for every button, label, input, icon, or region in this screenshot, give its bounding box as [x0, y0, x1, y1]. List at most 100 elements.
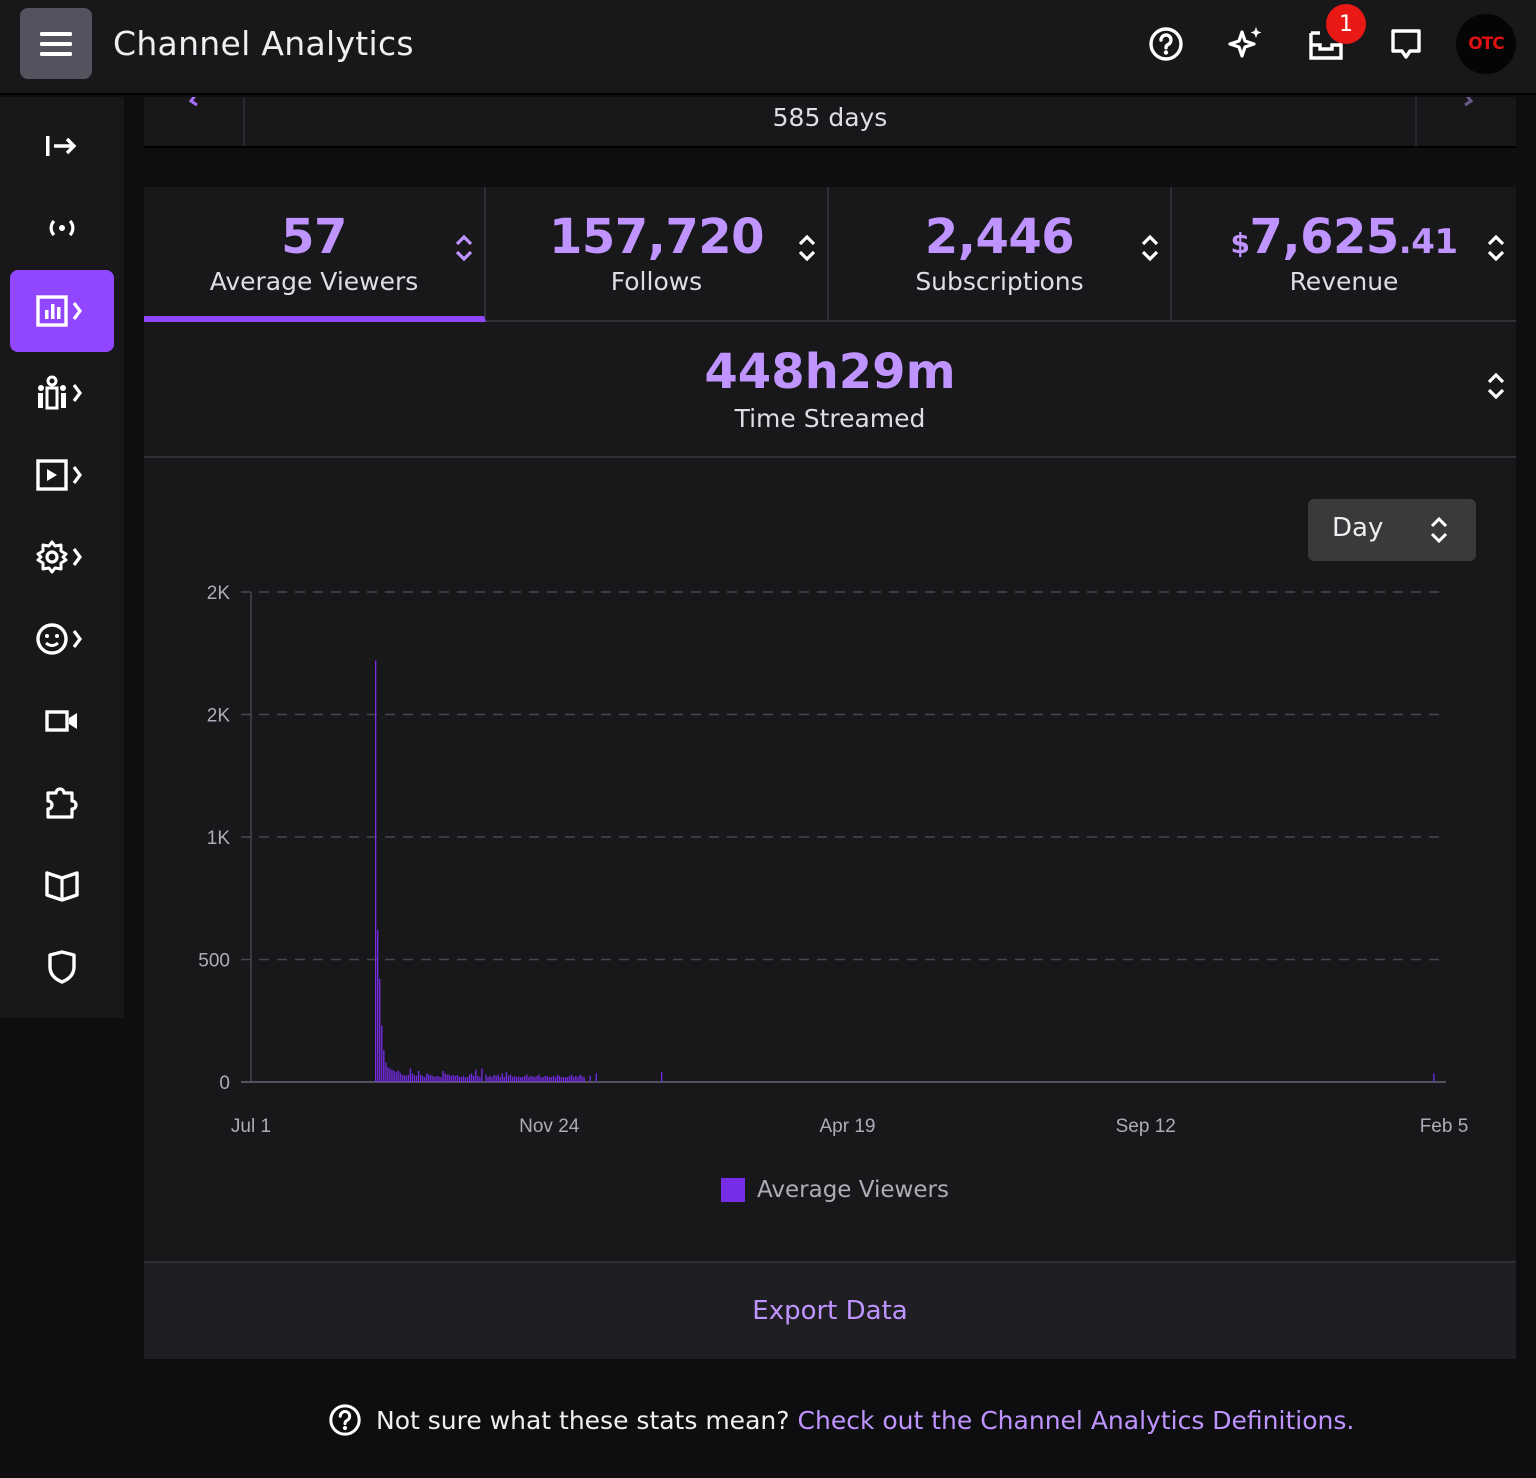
whispers-button[interactable] — [1386, 24, 1426, 64]
chart-bar — [571, 1074, 573, 1082]
date-range-days: 585 days — [772, 103, 888, 132]
help-icon — [329, 1404, 361, 1436]
x-tick-label: Jul 1 — [231, 1116, 271, 1137]
chart-bar — [577, 1077, 579, 1082]
tab-time-streamed[interactable]: 448h29m Time Streamed — [144, 322, 1516, 458]
sidebar-item-community[interactable] — [10, 352, 114, 434]
user-avatar[interactable]: OTC — [1456, 14, 1516, 74]
chevron-left-icon — [188, 97, 198, 107]
chart-bar — [520, 1077, 522, 1082]
sidebar-item-content[interactable] — [10, 434, 114, 516]
chart-bar — [436, 1075, 438, 1082]
next-range-button[interactable] — [1415, 97, 1516, 146]
x-tick-label: Sep 12 — [1116, 1116, 1176, 1137]
top-bar: Channel Analytics 1 OTC — [0, 0, 1536, 95]
sort-icon — [455, 234, 473, 262]
hamburger-menu-button[interactable] — [20, 8, 92, 79]
chart-bar — [573, 1077, 575, 1082]
chart-bar — [452, 1074, 454, 1082]
sort-icon — [1141, 234, 1159, 262]
chart-bar — [379, 979, 381, 1082]
sidebar-item-creator-camp[interactable] — [10, 844, 114, 926]
sparkle-button[interactable] — [1225, 24, 1265, 64]
y-tick-label: 1K — [207, 828, 231, 849]
chart-bar — [466, 1077, 469, 1082]
sidebar-item-settings[interactable] — [10, 516, 114, 598]
chart-bar — [438, 1076, 440, 1082]
sidebar-item-extensions[interactable] — [10, 762, 114, 844]
legend-label: Average Viewers — [757, 1177, 949, 1203]
chart-bar — [471, 1073, 473, 1082]
smiley-face-icon — [36, 623, 82, 655]
y-tick-label: 0 — [219, 1073, 230, 1094]
community-icon — [38, 375, 82, 410]
sort-icon — [1487, 234, 1505, 262]
chart-bar — [538, 1074, 540, 1082]
granularity-select[interactable]: Day — [1308, 499, 1476, 561]
definitions-link[interactable]: Check out the Channel Analytics Definiti… — [797, 1405, 1355, 1435]
y-tick-label: 500 — [198, 951, 230, 972]
chart-bar — [415, 1075, 418, 1082]
chart-bar — [511, 1077, 514, 1082]
chart-bar — [554, 1077, 557, 1082]
x-tick-label: Nov 24 — [519, 1116, 580, 1137]
tab-follows[interactable]: 157,720 Follows — [486, 187, 829, 322]
legend-swatch — [721, 1178, 745, 1202]
sidebar-item-safety[interactable] — [10, 926, 114, 1008]
chart-bar — [460, 1077, 463, 1082]
revenue-cents: .41 — [1398, 222, 1458, 262]
time-streamed-value: 448h29m — [704, 344, 956, 400]
y-tick-label: 2K — [207, 583, 231, 604]
chart-bar — [501, 1073, 503, 1082]
chart-bar — [417, 1070, 420, 1082]
sparkle-icon — [1228, 27, 1262, 58]
stats-card: 57 Average Viewers 157,720 Follows 2,446… — [144, 187, 1516, 1359]
footer-question: Not sure what these stats mean? — [376, 1405, 790, 1435]
video-camera-icon — [45, 710, 77, 732]
chart-bar — [524, 1075, 526, 1082]
chart-bar — [509, 1074, 512, 1082]
chart-bar — [562, 1077, 565, 1082]
chart-bar — [444, 1073, 446, 1082]
sidebar-item-stream[interactable] — [10, 187, 114, 269]
help-button[interactable] — [1146, 24, 1186, 64]
tab-revenue[interactable]: $7,625.41 Revenue — [1172, 187, 1516, 322]
chart-bar — [558, 1075, 561, 1082]
revenue-label: Revenue — [1289, 267, 1399, 296]
shield-icon — [48, 950, 76, 984]
chart-bar — [546, 1075, 548, 1082]
chart-bar — [383, 1050, 385, 1082]
revenue-currency: $ — [1230, 227, 1250, 260]
tab-subscriptions[interactable]: 2,446 Subscriptions — [829, 187, 1172, 322]
chart-bar — [507, 1075, 510, 1082]
chart-bar — [499, 1077, 501, 1082]
analytics-chart-icon — [36, 295, 82, 327]
sidebar-item-viewer-rewards[interactable] — [10, 598, 114, 680]
chart-bar — [522, 1077, 524, 1082]
chart-bar — [454, 1075, 456, 1082]
chart-bar — [385, 1062, 387, 1082]
chart-bar — [560, 1077, 563, 1082]
chart-bar — [491, 1077, 493, 1082]
chart-bar — [440, 1077, 442, 1082]
hamburger-icon — [40, 31, 72, 56]
chart-bar — [399, 1072, 401, 1082]
chart-bar — [375, 660, 377, 1082]
chart-bar — [381, 1025, 383, 1082]
chart-bar — [487, 1077, 489, 1082]
chart-bar — [458, 1076, 461, 1082]
previous-range-button[interactable] — [144, 97, 245, 146]
chart-bar — [495, 1075, 497, 1082]
tab-average-viewers[interactable]: 57 Average Viewers — [144, 187, 486, 322]
sidebar-item-video-producer[interactable] — [10, 680, 114, 762]
chart-bar — [503, 1077, 506, 1082]
chart-bar — [464, 1077, 467, 1082]
export-data-button[interactable]: Export Data — [144, 1261, 1516, 1359]
chart-bar — [448, 1074, 450, 1082]
chart-bar — [450, 1075, 452, 1082]
x-tick-label: Feb 5 — [1420, 1116, 1469, 1137]
chart-bar — [515, 1077, 518, 1082]
sidebar-item-analytics[interactable] — [10, 270, 114, 352]
broadcast-icon — [49, 219, 75, 237]
sidebar-item-collapse[interactable] — [10, 105, 114, 187]
